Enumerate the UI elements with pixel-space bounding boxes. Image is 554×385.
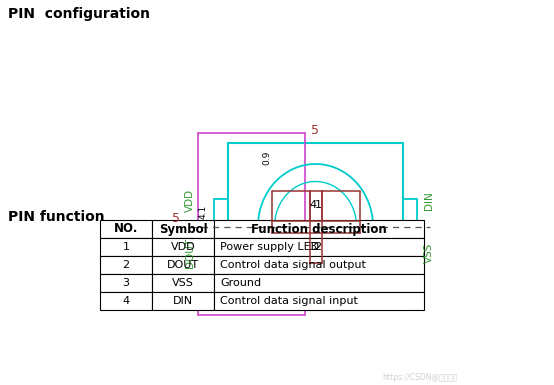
Text: 1: 1 (122, 242, 130, 252)
Text: PIN  configuration: PIN configuration (8, 7, 150, 21)
Bar (214, 292, 424, 310)
Bar (100, 238, 152, 256)
Bar (214, 274, 424, 292)
Text: Function description: Function description (251, 223, 387, 236)
Text: 0.9: 0.9 (262, 151, 271, 165)
Text: 4.1: 4.1 (198, 204, 208, 219)
Bar (214, 220, 424, 238)
Text: Control data signal input: Control data signal input (220, 296, 358, 306)
Text: 5: 5 (311, 124, 320, 137)
Bar (321, 233, 360, 263)
Text: 5: 5 (172, 212, 180, 225)
Text: PIN function: PIN function (8, 210, 105, 224)
Text: Power supply LED: Power supply LED (220, 242, 319, 252)
Bar (403, 199, 417, 221)
Text: VSS: VSS (424, 242, 434, 263)
Bar (100, 220, 152, 238)
Bar (100, 274, 152, 292)
Bar (214, 256, 424, 274)
Text: Symbol: Symbol (158, 223, 207, 236)
Text: DIN: DIN (173, 296, 193, 306)
Text: https://CSDN@小树笔记: https://CSDN@小树笔记 (382, 373, 458, 382)
Bar (100, 256, 152, 274)
Text: VDD: VDD (171, 242, 196, 252)
Text: DOUT: DOUT (185, 238, 195, 268)
Bar (198, 133, 305, 315)
Text: DOUT: DOUT (167, 260, 199, 270)
Bar (403, 241, 417, 263)
Bar (228, 143, 403, 310)
Text: 2: 2 (315, 243, 322, 253)
Bar (100, 292, 152, 310)
Bar (152, 238, 214, 256)
Text: Control data signal output: Control data signal output (220, 260, 366, 270)
Text: 4: 4 (309, 201, 316, 211)
Text: DIN: DIN (424, 191, 434, 210)
Bar (152, 256, 214, 274)
Text: VSS: VSS (172, 278, 194, 288)
Bar (152, 274, 214, 292)
Bar (152, 220, 214, 238)
Text: 3: 3 (122, 278, 130, 288)
Text: VDD: VDD (185, 189, 195, 212)
Text: Ground: Ground (220, 278, 261, 288)
Bar (214, 199, 228, 221)
Bar (152, 292, 214, 310)
Bar (271, 191, 310, 221)
Text: 2: 2 (122, 260, 130, 270)
Bar (271, 233, 310, 263)
Text: 4: 4 (122, 296, 130, 306)
Text: NO.: NO. (114, 223, 138, 236)
Text: 3: 3 (310, 243, 316, 253)
Bar (321, 191, 360, 221)
Bar (214, 241, 228, 263)
Text: 1: 1 (315, 201, 321, 211)
Bar (214, 238, 424, 256)
